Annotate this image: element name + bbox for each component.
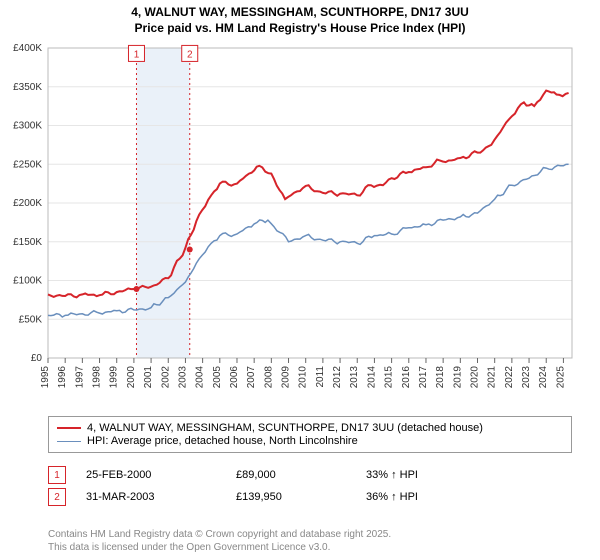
- y-tick-label: £150K: [13, 237, 42, 248]
- x-tick-label: 2003: [177, 366, 188, 389]
- x-tick-label: 2020: [470, 366, 481, 389]
- tx-row: 1 25-FEB-2000£89,00033% ↑ HPI: [48, 466, 572, 484]
- x-tick-label: 2017: [418, 366, 429, 389]
- x-tick-label: 2001: [143, 366, 154, 389]
- x-tick-label: 2015: [384, 366, 395, 389]
- legend-item: HPI: Average price, detached house, Nort…: [57, 435, 563, 447]
- legend-swatch: [57, 427, 81, 429]
- svg-text:1: 1: [134, 49, 140, 60]
- tx-price: £89,000: [236, 469, 366, 481]
- title-line-1: 4, WALNUT WAY, MESSINGHAM, SCUNTHORPE, D…: [0, 4, 600, 20]
- tx-row-box: 1: [48, 466, 66, 484]
- x-tick-label: 2014: [366, 366, 377, 389]
- x-tick-label: 1998: [92, 366, 103, 389]
- x-tick-label: 1996: [57, 366, 68, 389]
- x-tick-label: 2005: [212, 366, 223, 389]
- x-tick-label: 2011: [315, 366, 326, 388]
- x-tick-label: 2012: [332, 366, 343, 389]
- x-tick-label: 2019: [452, 366, 463, 389]
- tx-row: 2 31-MAR-2003£139,95036% ↑ HPI: [48, 488, 572, 506]
- tx-hpi: 36% ↑ HPI: [366, 491, 572, 503]
- title-line-2: Price paid vs. HM Land Registry's House …: [0, 20, 600, 36]
- chart-title: 4, WALNUT WAY, MESSINGHAM, SCUNTHORPE, D…: [0, 0, 600, 36]
- y-tick-label: £300K: [13, 121, 42, 132]
- y-tick-label: £400K: [13, 43, 42, 54]
- tx-hpi: 33% ↑ HPI: [366, 469, 572, 481]
- x-tick-label: 2023: [521, 366, 532, 389]
- series-hpi: [48, 164, 569, 317]
- tx-date: 25-FEB-2000: [86, 469, 236, 481]
- tx-marker-dot: [187, 247, 193, 253]
- transaction-table: 1 25-FEB-2000£89,00033% ↑ HPI 2 31-MAR-2003…: [48, 462, 572, 510]
- x-tick-label: 2009: [281, 366, 292, 389]
- x-tick-label: 2008: [263, 366, 274, 389]
- x-tick-label: 2022: [504, 366, 515, 389]
- tx-price: £139,950: [236, 491, 366, 503]
- y-tick-label: £0: [31, 353, 43, 364]
- x-tick-label: 2002: [160, 366, 171, 389]
- tx-date: 31-MAR-2003: [86, 491, 236, 503]
- legend-label: HPI: Average price, detached house, Nort…: [87, 435, 358, 447]
- x-tick-label: 2004: [195, 366, 206, 389]
- x-tick-label: 2016: [401, 366, 412, 389]
- x-tick-label: 2010: [298, 366, 309, 389]
- legend: 4, WALNUT WAY, MESSINGHAM, SCUNTHORPE, D…: [48, 416, 572, 453]
- x-tick-label: 2013: [349, 366, 360, 389]
- x-tick-label: 2018: [435, 366, 446, 389]
- x-tick-label: 1999: [109, 366, 120, 389]
- attribution-line-1: Contains HM Land Registry data © Crown c…: [48, 528, 391, 541]
- y-tick-label: £100K: [13, 276, 42, 287]
- tx-row-box: 2: [48, 488, 66, 506]
- x-tick-label: 2000: [126, 366, 137, 389]
- x-tick-label: 1995: [40, 366, 51, 389]
- legend-item: 4, WALNUT WAY, MESSINGHAM, SCUNTHORPE, D…: [57, 422, 563, 434]
- attribution-line-2: This data is licensed under the Open Gov…: [48, 541, 391, 554]
- svg-text:2: 2: [187, 49, 193, 60]
- y-tick-label: £350K: [13, 82, 42, 93]
- legend-swatch: [57, 441, 81, 442]
- attribution: Contains HM Land Registry data © Crown c…: [48, 528, 391, 554]
- x-tick-label: 2024: [538, 366, 549, 389]
- x-tick-label: 2021: [487, 366, 498, 389]
- legend-label: 4, WALNUT WAY, MESSINGHAM, SCUNTHORPE, D…: [87, 422, 483, 434]
- y-tick-label: £200K: [13, 198, 42, 209]
- chart: £0 £50K £100K £150K £200K £250K £300K £350K £400…: [0, 42, 600, 412]
- y-tick-label: £250K: [13, 159, 42, 170]
- series-property: [48, 91, 569, 298]
- x-tick-label: 2006: [229, 366, 240, 389]
- x-tick-label: 2025: [555, 366, 566, 389]
- x-tick-label: 1997: [74, 366, 85, 389]
- tx-marker-dot: [133, 286, 139, 292]
- y-tick-label: £50K: [19, 314, 43, 325]
- x-tick-label: 2007: [246, 366, 257, 389]
